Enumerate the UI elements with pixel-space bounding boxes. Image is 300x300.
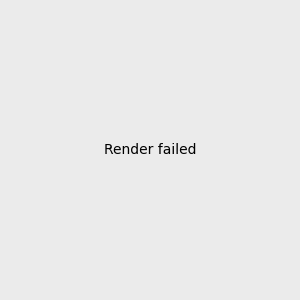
Text: Render failed: Render failed	[104, 143, 196, 157]
